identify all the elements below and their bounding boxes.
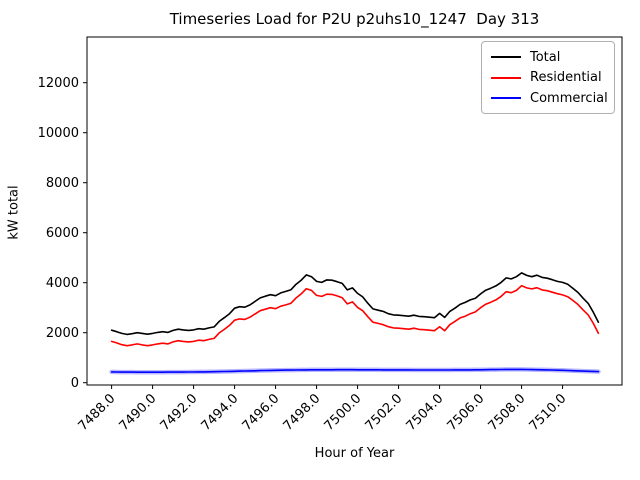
y-axis-label: kW total [6, 185, 22, 240]
chart-title: Timeseries Load for P2U p2uhs10_1247 Day… [169, 10, 540, 28]
y-tick-label: 4000 [46, 276, 79, 291]
commercial-line-swatch [491, 97, 521, 100]
x-tick-label: 7500.0 [322, 391, 365, 434]
legend: Total Residential Commercial [481, 41, 615, 114]
commercial-legend-label: Commercial [530, 90, 608, 106]
axes-spines [86, 36, 623, 386]
x-axis-label: Hour of Year [314, 446, 395, 461]
x-tick-label: 7498.0 [281, 391, 324, 434]
x-tick-label: 7490.0 [117, 391, 160, 434]
x-tick-label: 7508.0 [486, 391, 529, 434]
y-tick-label: 0 [71, 376, 79, 391]
x-tick-label: 7504.0 [404, 391, 447, 434]
total-legend-label: Total [530, 49, 561, 65]
legend-item-commercial: Commercial [491, 88, 608, 109]
x-tick-label: 7492.0 [158, 391, 201, 434]
y-tick-label: 12000 [38, 76, 79, 91]
residential-legend-label: Residential [530, 70, 602, 86]
residential-series-line [110, 284, 600, 347]
total-line-swatch [491, 56, 521, 59]
commercial-series-line [110, 368, 600, 374]
y-tick-label: 2000 [46, 326, 79, 341]
x-tick-label: 7494.0 [199, 391, 242, 434]
x-tick-label: 7502.0 [363, 391, 406, 434]
legend-item-residential: Residential [491, 68, 608, 89]
legend-item-total: Total [491, 47, 608, 68]
x-tick-label: 7496.0 [240, 391, 283, 434]
y-tick-label: 6000 [46, 226, 79, 241]
x-tick-label: 7506.0 [445, 391, 488, 434]
y-tick-label: 10000 [38, 126, 79, 141]
total-series-line [110, 272, 600, 336]
residential-line-swatch [491, 76, 521, 79]
y-tick-label: 8000 [46, 176, 79, 191]
x-tick-label: 7510.0 [527, 391, 570, 434]
x-tick-label: 7488.0 [76, 391, 119, 434]
